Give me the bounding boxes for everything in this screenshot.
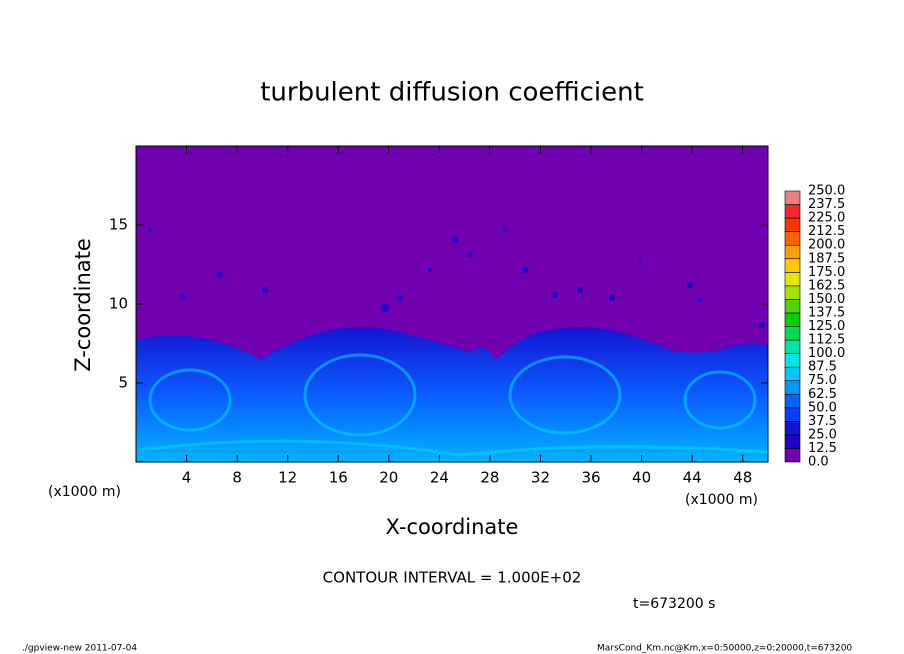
x-tick-label: 28 (480, 469, 499, 487)
chart-title: turbulent diffusion coefficient (260, 78, 644, 108)
colorbar-box (784, 190, 801, 205)
colorbar-label: 100.0 (808, 346, 845, 361)
x-tick-label: 8 (232, 469, 242, 487)
colorbar-label: 0.0 (808, 455, 829, 470)
colorbar-label: 225.0 (808, 211, 845, 226)
eddies (139, 353, 768, 457)
y-tick-label: 5 (118, 374, 128, 392)
colorbar-label: 50.0 (808, 400, 837, 415)
colorbar-label: 12.5 (808, 441, 837, 456)
field (136, 146, 768, 462)
x-tick-label: 4 (182, 469, 192, 487)
colorbar-label: 150.0 (808, 292, 845, 307)
x-axis-title: X-coordinate (386, 515, 519, 539)
colorbar-box (784, 258, 801, 273)
x-unit-label: (x1000 m) (685, 492, 758, 508)
colorbar-box (784, 421, 801, 436)
x-tick-label: 32 (531, 469, 550, 487)
x-tick-label: 36 (581, 469, 600, 487)
x-tick-label: 24 (430, 469, 449, 487)
x-tick-label: 16 (329, 469, 348, 487)
colorbar-label: 75.0 (808, 373, 837, 388)
colorbar-box (784, 217, 801, 232)
colorbar-box (784, 312, 801, 327)
mixed-layer (136, 326, 768, 462)
colorbar-box (784, 244, 801, 260)
colorbar-label: 175.0 (808, 265, 845, 280)
colorbar-box (784, 326, 801, 341)
y-tick-label: 10 (109, 295, 128, 313)
colorbar-box (784, 380, 801, 395)
footer-right: MarsCond_Km.nc@Km,x=0:50000,z=0:20000,t=… (597, 644, 852, 654)
colorbar-box (784, 339, 801, 354)
colorbar-label: 25.0 (808, 427, 837, 442)
colorbar-label: 237.5 (808, 197, 845, 212)
colorbar-label: 250.0 (808, 184, 845, 199)
footer-left: ./gpview-new 2011-07-04 (22, 644, 137, 654)
x-tick-label: 48 (733, 469, 752, 487)
colorbar-box (784, 366, 801, 381)
contour-interval: CONTOUR INTERVAL = 1.000E+02 (323, 569, 582, 587)
x-tick-label: 40 (632, 469, 651, 487)
y-tick-label: 15 (109, 216, 128, 234)
colorbar-label: 137.5 (808, 305, 845, 320)
colorbar-box (784, 271, 801, 287)
colorbar-box (784, 393, 801, 409)
colorbar-label: 200.0 (808, 238, 845, 253)
colorbar-label: 37.5 (808, 414, 837, 429)
colorbar-box (784, 204, 801, 219)
colorbar-label: 212.5 (808, 224, 845, 239)
x-tick-label: 20 (379, 469, 398, 487)
colorbar-box (784, 285, 801, 300)
x-unit-label: (x1000 m) (48, 484, 121, 500)
colorbar-box (784, 434, 801, 449)
blobs (148, 227, 765, 328)
colorbar-label: 187.5 (808, 251, 845, 266)
colorbar-label: 162.5 (808, 278, 845, 293)
colorbar-label: 62.5 (808, 387, 837, 402)
x-tick-label: 44 (683, 469, 702, 487)
colorbar-box (784, 231, 801, 246)
colorbar-label: 87.5 (808, 360, 837, 375)
colorbar-box (784, 353, 801, 368)
colorbar-box (784, 407, 801, 422)
colorbar-box (784, 448, 801, 463)
colorbar-label: 125.0 (808, 319, 845, 334)
colorbar-box (784, 299, 801, 314)
x-tick-label: 12 (278, 469, 297, 487)
time-label: t=673200 s (633, 596, 715, 612)
y-axis-title: Z-coordinate (71, 238, 95, 372)
colorbar-label: 112.5 (808, 333, 845, 348)
